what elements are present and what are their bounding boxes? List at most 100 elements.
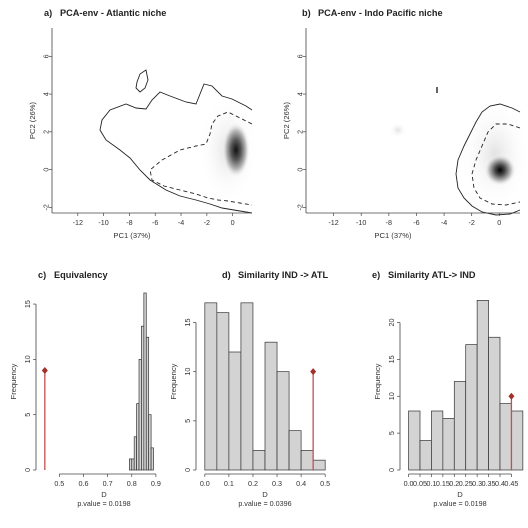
x-tick-label: 0.15 [436,479,450,488]
x-axis-label: D [457,490,463,499]
x-tick-label: 0.25 [459,479,473,488]
histogram-bar [276,371,290,471]
histogram-bar [141,325,145,471]
y-axis-label: PC2 (26%) [282,101,291,139]
y-tick-label: 15 [23,300,32,308]
histogram-bar [136,403,140,471]
x-axis-label: PC1 (37%) [113,231,151,240]
p-value-label: p.value = 0.0198 [77,499,130,508]
y-tick-label: 2 [296,130,305,134]
histogram-bar [216,312,230,471]
histogram-bar [148,414,152,471]
histogram-bar [252,449,266,471]
x-tick-label: 0.5 [320,479,330,488]
y-tick-label: 6 [42,54,51,58]
y-axis-label: Frequency [373,363,382,399]
panel-c: c) Equivalency 0.5 0.6 0.7 0.8 0.9 0 5 10 15 Dp.val… [9,270,161,508]
y-tick-label: 5 [183,419,192,423]
density-haze [460,100,528,210]
observed-d-marker [310,368,317,376]
panel-a-axes: -12 -10 -8 -6 -4 -2 0 -2 0 2 4 6 PC1 (37%) PC2 (26%) [28,28,252,240]
histogram-bar [300,449,314,471]
x-tick-label: -8 [386,218,392,227]
panel-c-label: c) [38,270,46,280]
histogram-bar [408,410,421,471]
histogram-bar [138,359,142,471]
y-tick-label: 20 [387,319,396,327]
panel-a-label: a) [44,8,52,18]
x-tick-label: 0.4 [495,479,505,488]
histogram-bar [431,410,444,471]
histogram-bar [476,300,489,471]
x-tick-label: -12 [328,218,338,227]
histogram-bar [312,459,326,471]
x-tick-label: 0.0 [404,479,414,488]
p-value-label: p.value = 0.0396 [238,499,291,508]
panel-d: d) Similarity IND -> ATL 0.0 0.1 0.2 0.3 0.4 0.… [169,270,330,508]
x-axis-label: D [262,490,268,499]
x-tick-label: 0.1 [224,479,234,488]
histogram-bar [204,302,218,471]
y-tick-label: -2 [296,204,305,210]
histogram-bar [129,458,133,471]
density-core [484,154,516,186]
histogram-bar [288,430,302,471]
y-tick-label: 0 [387,468,396,472]
y-tick-label: 15 [183,319,192,327]
histogram-bar [511,410,524,471]
inner-contour [471,123,521,206]
x-tick-label: -4 [441,218,447,227]
histogram-bar [145,336,150,471]
x-tick-label: 0.1 [426,479,436,488]
y-tick-label: 15 [387,355,396,363]
y-tick-label: 2 [42,130,51,134]
y-axis-label: PC2 (26%) [28,101,37,139]
y-tick-label: 10 [23,355,32,363]
y-tick-label: 0 [42,168,51,172]
panel-b-axes: -12 -10 -8 -6 -4 -2 0 -2 0 2 4 6 PC1 (37%) PC2 (26%) [282,28,520,240]
histogram-bar [150,447,154,471]
x-tick-label: 0.0 [200,479,210,488]
y-tick-label: -2 [42,204,51,210]
histogram-bar [465,344,478,471]
panel-d-title: Similarity IND -> ATL [238,270,328,280]
y-tick-label: 0 [296,168,305,172]
panel-e-title: Similarity ATL-> IND [388,270,476,280]
y-tick-label: 4 [42,92,51,96]
y-tick-label: 0 [23,468,32,472]
x-tick-label: -10 [356,218,366,227]
x-tick-label: 0.5 [54,479,64,488]
histogram-bar [228,351,242,471]
x-tick-label: 0.9 [151,479,161,488]
histogram-bar [143,292,147,471]
panel-a-density [198,95,258,205]
x-tick-label: -8 [126,218,132,227]
histogram-bar [419,440,432,471]
panel-b-label: b) [302,8,311,18]
panel-b-title: PCA-env - Indo Pacific niche [318,8,443,18]
panel-e-label: e) [372,270,380,280]
x-tick-label: 0.2 [449,479,459,488]
x-tick-label: 0.3 [272,479,282,488]
panel-a: PCA-env - Atlantic niche a) [44,8,258,214]
y-tick-label: 4 [296,92,305,96]
histogram-bar [240,302,254,471]
x-axis-label: PC1 (37%) [374,231,412,240]
density-spot [389,122,407,138]
x-tick-label: -2 [204,218,210,227]
panel-a-contours [99,69,253,214]
x-tick-label: 0.7 [103,479,113,488]
panel-d-label: d) [222,270,231,280]
histogram-bar [488,336,501,471]
y-tick-label: 10 [387,392,396,400]
x-tick-label: -6 [152,218,158,227]
x-tick-label: -6 [413,218,419,227]
density-core [222,122,250,178]
y-tick-label: 5 [387,431,396,435]
x-tick-label: 0.45 [504,479,518,488]
x-tick-label: -10 [98,218,108,227]
x-tick-label: -2 [468,218,474,227]
y-tick-label: 0 [183,468,192,472]
x-tick-label: 0.05 [413,479,427,488]
